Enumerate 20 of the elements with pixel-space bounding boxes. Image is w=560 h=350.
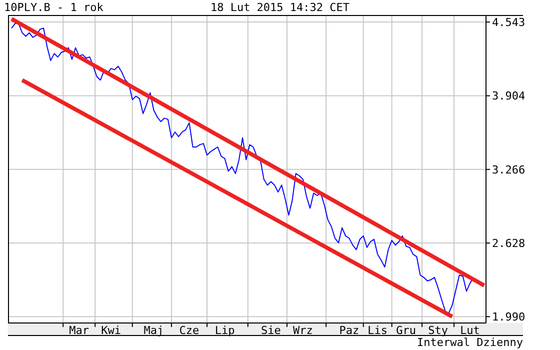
x-tick-label: Paz	[339, 324, 360, 337]
chart-title: 10PLY.B - 1 rok	[4, 1, 104, 14]
x-tick-label: Wrz	[293, 324, 313, 337]
x-tick-label: Sty	[428, 324, 448, 337]
y-tick-label: 3.904	[492, 90, 526, 103]
chart-subtitle: 18 Lut 2015 14:32 CET	[210, 1, 350, 14]
x-tick-label: Lut	[460, 324, 480, 337]
x-tick-label: Sie	[261, 324, 281, 337]
y-tick-label: 1.990	[492, 310, 526, 324]
x-tick-label: Lis	[368, 324, 388, 337]
y-tick-label: 3.266	[492, 163, 526, 176]
y-tick-label: 4.543	[492, 16, 526, 29]
x-tick-label: Cze	[179, 324, 200, 337]
x-tick-label: Maj	[144, 324, 164, 337]
x-tick-label: Lip	[214, 324, 235, 337]
y-tick-label: 2.628	[492, 236, 526, 250]
text: Interwal Dzienny	[417, 336, 523, 349]
x-tick-label: Kwi	[101, 324, 121, 337]
x-tick-label: Mar	[69, 324, 90, 337]
x-tick-label: Gru	[396, 324, 416, 337]
